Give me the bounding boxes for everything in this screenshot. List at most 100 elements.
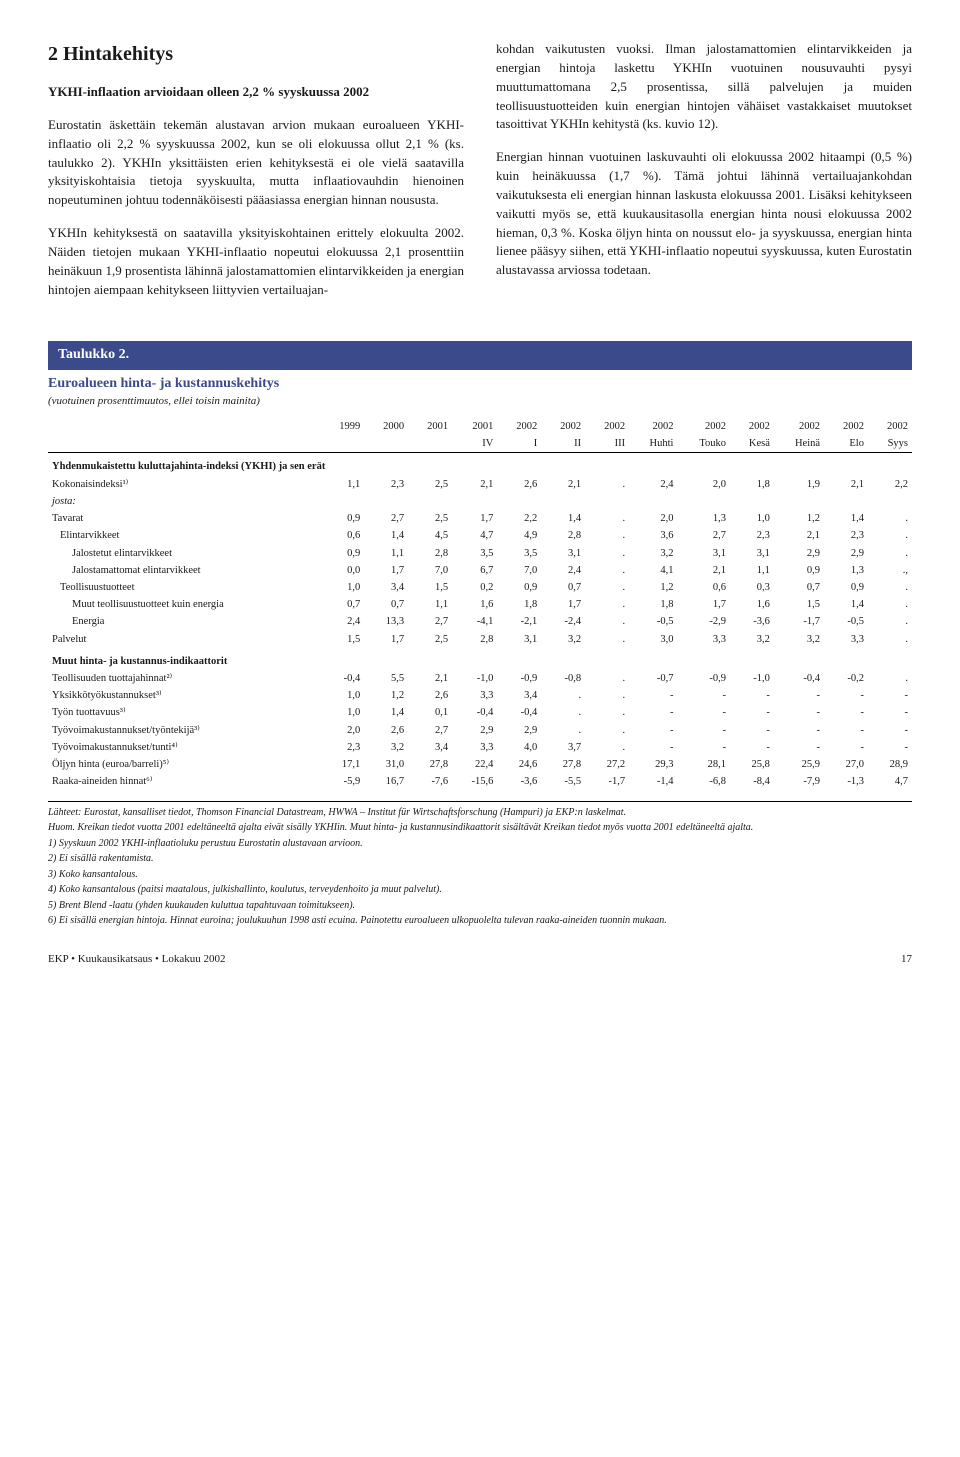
col-header: 2000 xyxy=(364,418,408,435)
col-header: 2001 xyxy=(452,418,497,435)
cell: -1,0 xyxy=(452,670,497,687)
body-columns: 2 Hintakehitys YKHI-inflaation arvioidaa… xyxy=(48,40,912,313)
cell: 2,4 xyxy=(541,562,585,579)
cell: 0,9 xyxy=(824,579,868,596)
row-label: Jalostamattomat elintarvikkeet xyxy=(48,562,320,579)
cell: 3,6 xyxy=(629,527,677,544)
footer-page-number: 17 xyxy=(901,952,912,968)
col-header: 2002 xyxy=(824,418,868,435)
cell: 0,7 xyxy=(364,596,408,613)
cell: 3,5 xyxy=(497,545,541,562)
cell: 2,5 xyxy=(408,476,452,493)
col-subheader xyxy=(364,435,408,453)
cell: 2,9 xyxy=(774,545,824,562)
table-row: Jalostetut elintarvikkeet0,91,12,83,53,5… xyxy=(48,545,912,562)
footnote-line: 6) Ei sisällä energian hintoja. Hinnat e… xyxy=(48,914,912,928)
cell: . xyxy=(585,613,629,630)
cell: 1,1 xyxy=(730,562,774,579)
cell: 1,0 xyxy=(730,510,774,527)
cell: . xyxy=(868,527,912,544)
cell xyxy=(677,493,730,510)
col-header: 2002 xyxy=(868,418,912,435)
cell: - xyxy=(824,704,868,721)
cell: - xyxy=(868,704,912,721)
cell: -0,8 xyxy=(541,670,585,687)
cell: 1,4 xyxy=(541,510,585,527)
cell: 24,6 xyxy=(497,756,541,773)
cell: 3,4 xyxy=(408,739,452,756)
cell: . xyxy=(868,510,912,527)
cell: - xyxy=(774,739,824,756)
table-row: Kokonaisindeksi¹⁾1,12,32,52,12,62,1.2,42… xyxy=(48,476,912,493)
table-bar: Taulukko 2. xyxy=(48,341,912,369)
cell: - xyxy=(730,687,774,704)
table-row: Työn tuottavuus³⁾1,01,40,1-0,4-0,4..----… xyxy=(48,704,912,721)
cell: . xyxy=(585,670,629,687)
cell: - xyxy=(774,722,824,739)
cell: 1,4 xyxy=(364,527,408,544)
table-row: Energia2,413,32,7-4,1-2,1-2,4.-0,5-2,9-3… xyxy=(48,613,912,630)
cell: - xyxy=(730,739,774,756)
row-label: Työvoimakustannukset/tunti⁴⁾ xyxy=(48,739,320,756)
cell: -0,5 xyxy=(629,613,677,630)
cell: . xyxy=(868,579,912,596)
cell: 0,9 xyxy=(497,579,541,596)
table-row: Jalostamattomat elintarvikkeet0,01,77,06… xyxy=(48,562,912,579)
cell: 2,7 xyxy=(677,527,730,544)
table-head: 1999200020012001200220022002200220022002… xyxy=(48,418,912,453)
cell: 4,0 xyxy=(497,739,541,756)
cell: 2,1 xyxy=(452,476,497,493)
cell: ., xyxy=(868,562,912,579)
cell: - xyxy=(824,739,868,756)
table-row: Työvoimakustannukset/tunti⁴⁾2,33,23,43,3… xyxy=(48,739,912,756)
section-title: 2 Hintakehitys xyxy=(48,40,464,69)
row-label: Tavarat xyxy=(48,510,320,527)
table-row: Palvelut1,51,72,52,83,13,2.3,03,33,23,23… xyxy=(48,631,912,648)
cell: - xyxy=(629,704,677,721)
cell: 0,6 xyxy=(677,579,730,596)
cell: . xyxy=(868,670,912,687)
col-subheader: II xyxy=(541,435,585,453)
footnote-line: Lähteet: Eurostat, kansalliset tiedot, T… xyxy=(48,806,912,820)
table-row: josta: xyxy=(48,493,912,510)
cell: 2,6 xyxy=(497,476,541,493)
cell: - xyxy=(730,722,774,739)
cell: 2,3 xyxy=(730,527,774,544)
col-header: 2002 xyxy=(541,418,585,435)
cell: - xyxy=(677,722,730,739)
table-title: Euroalueen hinta- ja kustannuskehitys xyxy=(48,374,912,394)
cell: 31,0 xyxy=(364,756,408,773)
cell: 2,1 xyxy=(824,476,868,493)
cell: . xyxy=(868,613,912,630)
cell: 13,3 xyxy=(364,613,408,630)
cell: -6,8 xyxy=(677,773,730,790)
cell xyxy=(868,493,912,510)
cell: 2,8 xyxy=(541,527,585,544)
cell: 28,9 xyxy=(868,756,912,773)
cell: 25,8 xyxy=(730,756,774,773)
cell xyxy=(320,493,364,510)
col-header: 2002 xyxy=(730,418,774,435)
col-subheader xyxy=(320,435,364,453)
cell: . xyxy=(585,476,629,493)
body-paragraph: Eurostatin äskettäin tekemän alustavan a… xyxy=(48,116,464,210)
cell: 3,3 xyxy=(452,687,497,704)
group-label: Muut hinta- ja kustannus-indikaattorit xyxy=(48,648,912,670)
cell: . xyxy=(541,687,585,704)
cell: 2,7 xyxy=(408,722,452,739)
cell: . xyxy=(868,545,912,562)
cell: 2,4 xyxy=(629,476,677,493)
cell: 1,0 xyxy=(320,687,364,704)
cell: 2,3 xyxy=(320,739,364,756)
cell: 2,9 xyxy=(452,722,497,739)
table-row: Tavarat0,92,72,51,72,21,4.2,01,31,01,21,… xyxy=(48,510,912,527)
table-row: Teollisuuden tuottajahinnat²⁾-0,45,52,1-… xyxy=(48,670,912,687)
cell: 3,1 xyxy=(677,545,730,562)
right-column: kohdan vaikutusten vuoksi. Ilman jalosta… xyxy=(496,40,912,313)
cell: -1,7 xyxy=(585,773,629,790)
col-subheader: III xyxy=(585,435,629,453)
footnote-line: 3) Koko kansantalous. xyxy=(48,868,912,882)
table-subtitle: (vuotuinen prosenttimuutos, ellei toisin… xyxy=(48,394,912,410)
cell: 3,5 xyxy=(452,545,497,562)
cell: 1,8 xyxy=(730,476,774,493)
